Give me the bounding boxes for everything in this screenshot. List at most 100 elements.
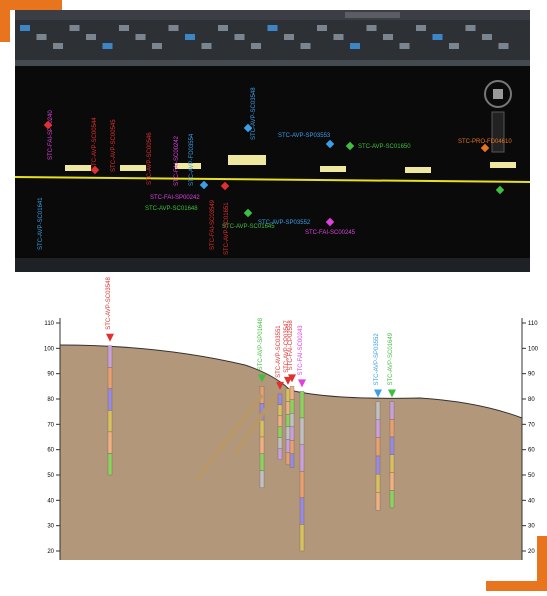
borehole-marker <box>276 381 284 390</box>
borehole-layer <box>277 415 283 428</box>
plan-label: STC-AVP-SP03552 <box>258 220 311 226</box>
ribbon-icon <box>449 43 459 49</box>
plan-label: STC-AVP-SC03548 <box>251 87 257 140</box>
plan-box <box>228 155 266 165</box>
file-tabs <box>15 60 530 66</box>
borehole-layer <box>299 471 305 498</box>
borehole-symbol <box>345 141 355 151</box>
ribbon-icon <box>53 43 63 49</box>
view-cube[interactable] <box>484 80 512 108</box>
borehole-layer <box>285 426 291 440</box>
ribbon-icons <box>20 25 509 49</box>
borehole-symbol <box>495 185 505 195</box>
borehole-label: STC-AVP-SC03548 <box>106 277 112 330</box>
borehole-label: STC-AVP-CP03547 <box>284 320 290 373</box>
borehole-label: STC-AVP-SC03551 <box>276 325 282 378</box>
borehole-layer <box>285 401 291 415</box>
borehole-layer <box>289 399 295 414</box>
right-tick-label: 110 <box>528 321 538 327</box>
borehole-layer <box>289 386 295 400</box>
right-tick-label: 80 <box>528 397 535 403</box>
borehole-symbol <box>325 139 335 149</box>
left-tick-label: 50 <box>47 473 54 479</box>
inclined-borehole <box>233 393 277 457</box>
section: 110 110 100 100 90 90 80 80 70 70 60 60 50 50 40 40 30 30… <box>44 277 539 555</box>
plan-label: STC-AVP-FD03554 <box>189 133 195 186</box>
borehole-symbol <box>243 208 253 218</box>
borehole-layer <box>277 426 283 438</box>
left-tick-label: 30 <box>47 524 54 530</box>
plan-label: STC-FAI-SC00242 <box>174 135 180 186</box>
borehole-layer <box>389 454 395 473</box>
borehole-layer <box>259 436 265 455</box>
ribbon-icon <box>152 43 162 49</box>
left-tick-label: 40 <box>47 498 54 504</box>
plan-label: STC-AVP-SC01648 <box>145 206 198 212</box>
right-tick-label: 60 <box>528 448 535 454</box>
borehole-layer <box>259 453 265 471</box>
ribbon-icon <box>168 25 179 31</box>
ribbon-icon <box>185 34 195 40</box>
left-tick-label: 110 <box>44 321 54 327</box>
ribbon-icon <box>317 25 327 31</box>
ribbon-icon <box>267 25 278 31</box>
borehole-layer <box>285 452 291 466</box>
borehole-layer <box>285 439 291 453</box>
borehole-marker <box>288 374 296 383</box>
borehole-layer <box>285 414 291 428</box>
ribbon-icon <box>366 25 377 31</box>
ribbon-icon <box>350 43 360 49</box>
borehole-layer <box>389 436 395 455</box>
left-tick-label: 100 <box>44 346 55 352</box>
borehole-layer <box>289 426 295 441</box>
plan-label: STC-FAI-SP00242 <box>150 195 200 201</box>
left-tick-label: 70 <box>47 422 54 428</box>
borehole-marker <box>374 389 382 398</box>
ribbon-icon <box>465 25 476 31</box>
plan-labels: STC-AVP-SC03548 STC-AVP-SP03553 STC-AVP-SC… <box>38 87 512 255</box>
borehole-layer <box>277 437 283 449</box>
ribbon-icon <box>383 34 393 40</box>
borehole-layer <box>299 417 305 445</box>
corner-bracket <box>486 536 547 591</box>
borehole-marker <box>388 389 396 398</box>
plan-box <box>490 162 516 168</box>
search-box[interactable] <box>345 12 400 18</box>
left-tick-label: 80 <box>47 397 54 403</box>
ribbon-icon <box>284 34 294 40</box>
plan-label: STC-AVP-SC00546 <box>147 132 153 185</box>
plan-label: STC-FAI-SC00245 <box>305 230 356 236</box>
borehole-layer <box>375 492 381 511</box>
borehole-layer <box>299 444 305 472</box>
borehole-marker <box>106 333 114 342</box>
borehole-layer <box>259 470 265 488</box>
borehole-layer <box>107 431 113 454</box>
borehole-layer <box>375 455 381 475</box>
plan-box <box>120 165 146 171</box>
ribbon-icon <box>102 43 113 49</box>
borehole-layer <box>299 524 305 552</box>
right-tick-label: 100 <box>528 346 539 352</box>
plan-box <box>405 167 431 173</box>
corner-bracket <box>0 0 62 42</box>
plan-label: STC-AVP-SP03553 <box>278 133 331 139</box>
borehole-layer <box>375 474 381 493</box>
borehole-symbol <box>325 217 335 227</box>
view-cube-face[interactable] <box>493 89 503 99</box>
ribbon-icon <box>201 43 212 49</box>
borehole-symbol <box>480 143 490 153</box>
borehole-symbol <box>199 180 209 190</box>
right-tick-label: 30 <box>528 524 535 530</box>
borehole-layer <box>389 419 395 438</box>
borehole-layer <box>389 401 395 420</box>
nav-bar[interactable] <box>491 111 505 153</box>
borehole-layer <box>277 404 283 417</box>
plan-label: STC-AVP-SC01650 <box>358 144 411 150</box>
borehole-layer <box>107 388 113 411</box>
plan-label: STC-FAI-SC03549 <box>210 199 216 250</box>
plan-box <box>175 163 201 169</box>
borehole-layer <box>389 490 395 509</box>
road-alignment <box>14 176 531 183</box>
ribbon-icon <box>69 25 80 31</box>
